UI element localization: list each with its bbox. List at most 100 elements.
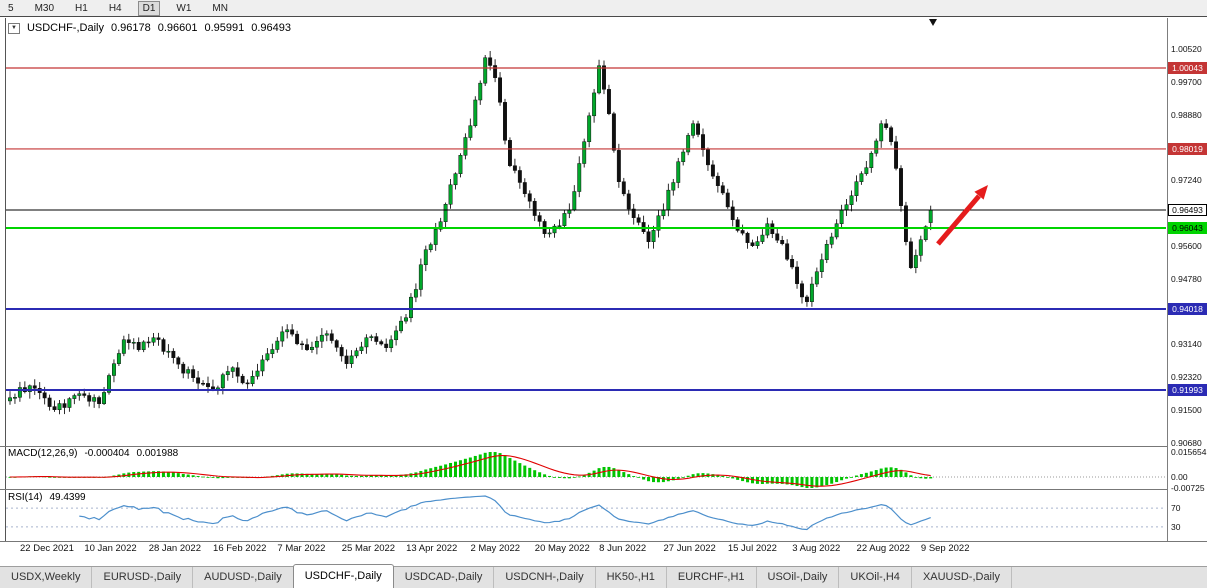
candle-body [161, 339, 166, 352]
rsi-levels-group [6, 507, 1166, 528]
chart-tab-xauusd-daily[interactable]: XAUUSD-,Daily [912, 567, 1012, 588]
macd-histogram-bar [518, 463, 522, 477]
chart-tab-usoil-daily[interactable]: USOil-,Daily [757, 567, 840, 588]
rsi-indicator-label: RSI(14) 49.4399 [8, 492, 86, 503]
macd-histogram-bar [493, 452, 497, 477]
candle-body [265, 353, 270, 361]
chart-tab-eurusd-daily[interactable]: EURUSD-,Daily [92, 567, 194, 588]
macd-histogram-bar [889, 467, 893, 477]
timeframe-button-h1[interactable]: H1 [75, 2, 88, 14]
chart-tab-usdx-weekly[interactable]: USDX,Weekly [0, 567, 93, 588]
candle-body [602, 65, 606, 90]
macd-histogram-bar [894, 468, 898, 477]
candle-body [483, 57, 488, 84]
candle-body [62, 403, 67, 408]
chart-plot-area[interactable] [0, 18, 1207, 566]
macd-histogram-bar [483, 452, 487, 477]
candle-body [121, 339, 126, 354]
chart-tab-eurchf-h1[interactable]: EURCHF-,H1 [667, 567, 757, 588]
chart-collapse-icon[interactable]: ▼ [8, 22, 20, 34]
macd-histogram-bar [632, 476, 636, 477]
candle-body [314, 341, 319, 348]
timeframe-button-h4[interactable]: H4 [108, 2, 122, 14]
macd-histogram-bar [374, 475, 378, 477]
chart-tab-ukoil-h4[interactable]: UKOil-,H4 [839, 567, 912, 588]
candle-body [750, 242, 755, 246]
timeframe-button-m30[interactable]: M30 [34, 2, 55, 14]
time-axis[interactable]: 22 Dec 2021 10 Jan 2022 28 Jan 2022 16 Feb … [0, 543, 1166, 557]
candle-body [463, 137, 468, 156]
macd-histogram-bar [335, 474, 339, 477]
timeframe-button-mn[interactable]: MN [212, 2, 228, 14]
candle-body [473, 99, 478, 126]
candle-body [532, 200, 537, 216]
candle-body [795, 266, 799, 284]
chart-tab-usdcad-daily[interactable]: USDCAD-,Daily [394, 567, 495, 588]
macd-histogram-bar [850, 477, 853, 478]
macd-histogram-bar [305, 473, 309, 477]
candle-body [230, 367, 235, 372]
trend-arrow-head[interactable] [974, 185, 988, 200]
macd-histogram-bar [929, 477, 933, 479]
candle-body [319, 334, 324, 342]
macd-histogram-bar [800, 477, 804, 488]
candle-body [894, 141, 898, 169]
candle-body [141, 341, 146, 350]
rsi-axis-label: 70 [1171, 503, 1181, 514]
candle-body [413, 289, 418, 298]
macd-histogram-bar [899, 469, 903, 477]
price-axis[interactable]: 1.00520 0.99700 0.98880 0.97240 0.95600 0.947… [1167, 18, 1207, 541]
candle-body [879, 123, 884, 142]
macd-histogram-bar [359, 475, 363, 477]
candle-body [800, 283, 804, 298]
time-axis-label: 16 Feb 2022 [213, 543, 267, 554]
candle-body [235, 367, 240, 377]
macd-histogram-bar [845, 477, 849, 479]
candle-body [171, 350, 176, 358]
time-axis-label: 7 Mar 2022 [277, 543, 326, 554]
macd-histogram-bar [869, 471, 873, 477]
macd-histogram-bar [825, 477, 829, 486]
candle-body [913, 255, 918, 268]
macd-histogram-bar [681, 477, 685, 478]
timeframe-button-d1[interactable]: D1 [137, 0, 161, 16]
candle-body [270, 349, 275, 354]
macd-axis-label: 0.015654 [1171, 447, 1207, 457]
macd-histogram-bar [656, 477, 660, 483]
timeframe-button-w1[interactable]: W1 [176, 2, 192, 14]
candle-body [636, 217, 641, 223]
candle-body [597, 65, 601, 94]
candle-body [453, 173, 458, 186]
candle-body [300, 343, 305, 346]
candle-body [433, 229, 438, 245]
macd-histogram-bar [384, 475, 388, 477]
macd-histogram-bar [701, 473, 705, 477]
trend-arrow[interactable] [936, 194, 981, 246]
macd-histogram-bar [528, 467, 532, 477]
chart-tab-bar: USDX,Weekly EURUSD-,Daily AUDUSD-,Daily USD… [0, 564, 1207, 588]
candle-body [329, 333, 334, 341]
candle-body [814, 271, 819, 285]
macd-signal-line [9, 454, 931, 487]
chart-tab-usdcnh-daily[interactable]: USDCNH-,Daily [494, 567, 596, 588]
macd-value-main: -0.000404 [84, 448, 130, 459]
chart-tab-hk50-h1[interactable]: HK50-,H1 [596, 567, 667, 588]
macd-histogram-bar [785, 477, 789, 485]
down-arrow-marker-icon[interactable] [929, 19, 937, 26]
macd-histogram-bar [726, 477, 730, 478]
price-level-badge: 0.91993 [1168, 384, 1207, 396]
timeframe-button-5[interactable]: 5 [8, 2, 14, 14]
macd-histogram-bar [454, 461, 457, 477]
chart-tab-usdchf-daily[interactable]: USDCHF-,Daily [292, 564, 394, 588]
candle-body [552, 225, 557, 234]
rsi-name: RSI(14) [8, 492, 43, 503]
candle-body [611, 113, 616, 151]
candle-body [790, 258, 795, 268]
macd-histogram-bar [830, 477, 834, 484]
candle-body [666, 189, 671, 210]
candle-body [760, 234, 765, 242]
macd-histogram-bar [355, 475, 358, 477]
chart-tab-audusd-daily[interactable]: AUDUSD-,Daily [193, 567, 294, 588]
time-axis-label: 20 May 2022 [534, 543, 590, 554]
